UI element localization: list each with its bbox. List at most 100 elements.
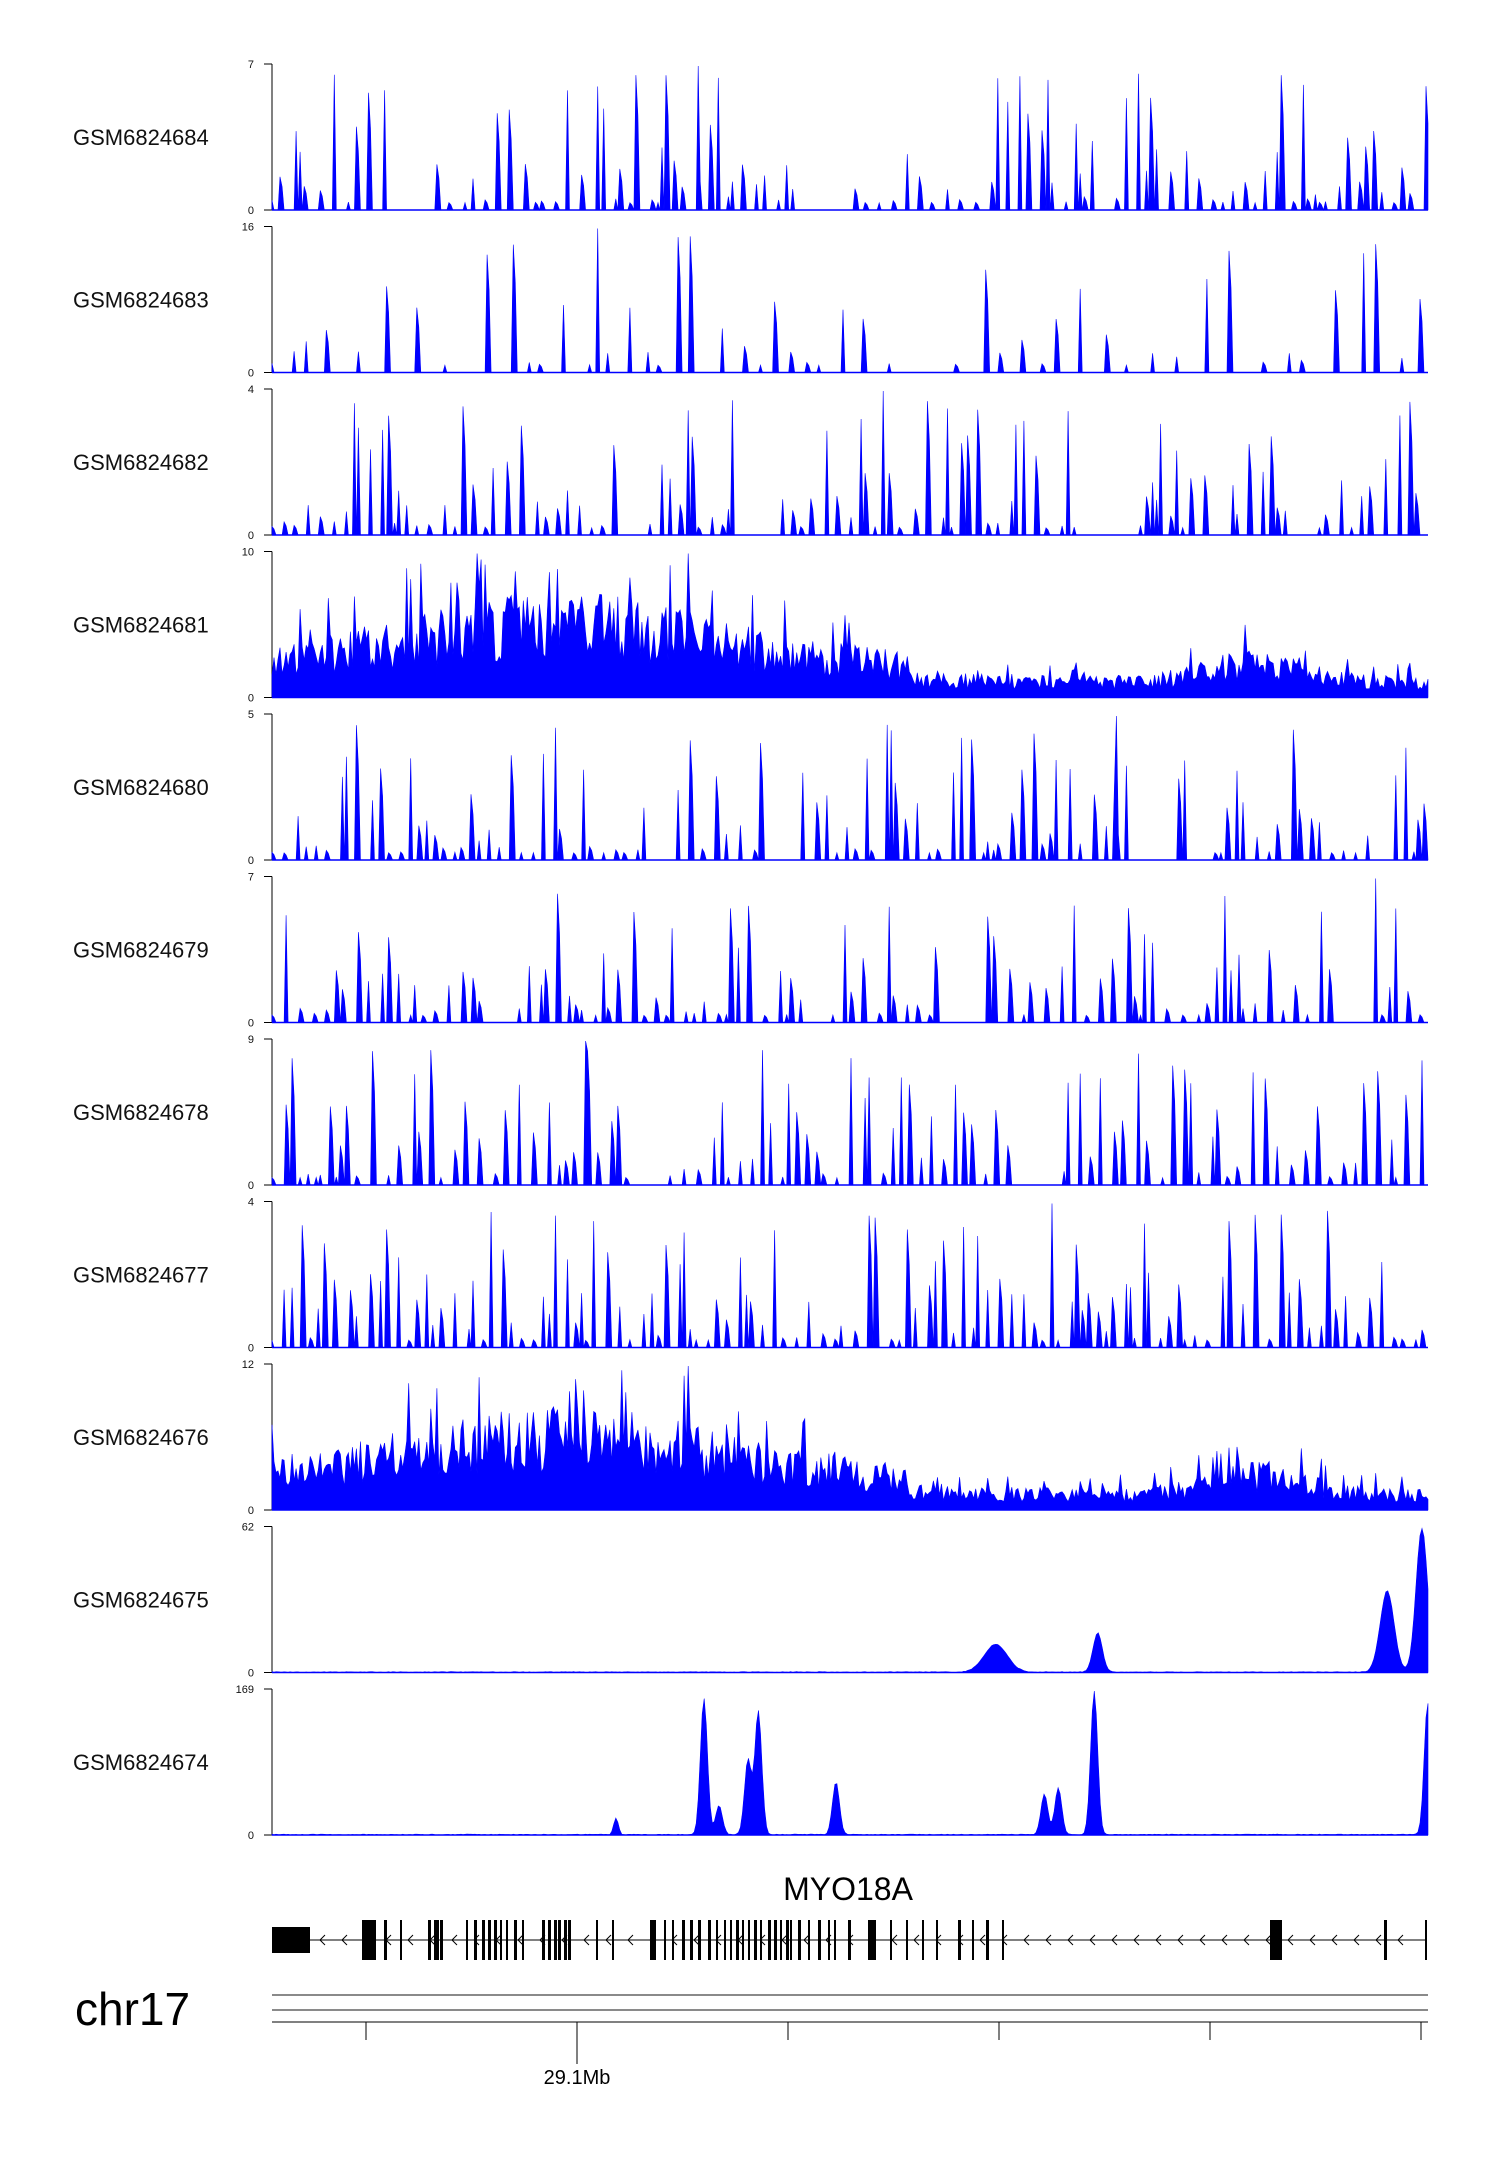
gene-model: MYO18A: [272, 1871, 1427, 1960]
strand-arrow: [1221, 1934, 1228, 1946]
strand-arrow: [1397, 1934, 1404, 1946]
track-GSM6824684: GSM6824684 7 0: [73, 59, 1429, 217]
strand-arrow: [517, 1934, 524, 1946]
signal-area: [271, 1690, 1429, 1836]
track-GSM6824675: GSM6824675 62 0: [73, 1522, 1429, 1680]
track-GSM6824676: GSM6824676 12 0: [73, 1359, 1429, 1517]
exon: [522, 1920, 524, 1960]
track-label: GSM6824679: [73, 938, 209, 963]
strand-arrow: [693, 1934, 700, 1946]
track-label: GSM6824674: [73, 1750, 209, 1775]
chromosome-axis: chr17 29.1Mb: [75, 1983, 1428, 2089]
exon: [754, 1920, 757, 1960]
exon: [554, 1920, 557, 1960]
y-max-label: 7: [248, 872, 254, 884]
signal-area: [271, 65, 1429, 212]
y-max-label: 10: [242, 547, 254, 559]
track-GSM6824681: GSM6824681 10 0: [73, 547, 1429, 705]
strand-arrow: [341, 1934, 348, 1946]
signal-area: [271, 390, 1428, 536]
y-min-label: 0: [248, 1505, 254, 1517]
exon: [986, 1920, 989, 1960]
exon: [500, 1920, 502, 1960]
exon: [400, 1920, 402, 1960]
y-min-label: 0: [248, 530, 254, 542]
exon: [612, 1920, 614, 1960]
exon: [786, 1920, 789, 1960]
exon: [780, 1920, 782, 1960]
exon: [724, 1920, 726, 1960]
y-max-label: 4: [248, 384, 254, 396]
exon: [922, 1920, 924, 1960]
strand-arrow: [627, 1934, 634, 1946]
strand-arrow: [1045, 1934, 1052, 1946]
x-tick-label: 29.1Mb: [544, 2067, 611, 2089]
signal-area: [271, 1365, 1429, 1511]
exon: [790, 1920, 792, 1960]
exon: [482, 1920, 485, 1960]
exon: [708, 1920, 711, 1960]
exon: [672, 1920, 674, 1960]
exon: [494, 1920, 497, 1960]
signal-area: [271, 1040, 1428, 1186]
y-min-label: 0: [248, 1668, 254, 1680]
signal-area: [271, 553, 1429, 698]
track-GSM6824678: GSM6824678 9 0: [73, 1034, 1428, 1192]
y-max-label: 7: [248, 59, 254, 71]
gene-name-label: MYO18A: [783, 1871, 913, 1907]
exon: [730, 1920, 732, 1960]
y-min-label: 0: [248, 368, 254, 380]
y-max-label: 9: [248, 1034, 254, 1046]
chromosome-label: chr17: [75, 1983, 190, 2035]
exon: [506, 1920, 508, 1960]
exon: [488, 1920, 491, 1960]
track-label: GSM6824680: [73, 775, 209, 800]
exon: [774, 1920, 777, 1960]
signal-area: [271, 228, 1428, 373]
exon: [834, 1920, 836, 1960]
y-max-label: 5: [248, 709, 254, 721]
exon: [736, 1920, 739, 1960]
exon: [828, 1920, 830, 1960]
exon: [890, 1920, 892, 1960]
exon: [742, 1920, 744, 1960]
exon: [440, 1920, 443, 1960]
strand-arrow: [1309, 1934, 1316, 1946]
track-label: GSM6824678: [73, 1100, 209, 1125]
track-GSM6824683: GSM6824683 16 0: [73, 222, 1428, 380]
track-GSM6824682: GSM6824682 4 0: [73, 384, 1428, 542]
exon: [362, 1920, 376, 1960]
y-min-label: 0: [248, 1018, 254, 1030]
track-GSM6824677: GSM6824677 4 0: [73, 1197, 1428, 1355]
track-label: GSM6824681: [73, 613, 209, 638]
exon: [548, 1920, 551, 1960]
exon: [690, 1920, 693, 1960]
exon: [1270, 1920, 1282, 1960]
strand-arrow: [583, 1934, 590, 1946]
exon: [808, 1920, 810, 1960]
track-GSM6824679: GSM6824679 7 0: [73, 872, 1428, 1030]
strand-arrow: [979, 1934, 986, 1946]
exon: [972, 1920, 974, 1960]
track-label: GSM6824675: [73, 1588, 209, 1613]
track-label: GSM6824682: [73, 450, 209, 475]
strand-arrow: [1111, 1934, 1118, 1946]
strand-arrow: [1023, 1934, 1030, 1946]
strand-arrow: [451, 1934, 458, 1946]
strand-arrow: [1089, 1934, 1096, 1946]
y-min-label: 0: [248, 1830, 254, 1842]
exon: [768, 1920, 771, 1960]
exon: [542, 1920, 545, 1960]
exon: [514, 1920, 517, 1960]
y-max-label: 62: [242, 1522, 254, 1534]
exon: [568, 1920, 571, 1960]
strand-arrow: [319, 1934, 326, 1946]
exon-utr: [272, 1927, 310, 1953]
exon: [1425, 1920, 1427, 1960]
exon: [716, 1920, 718, 1960]
strand-arrow: [1133, 1934, 1140, 1946]
exon: [466, 1920, 468, 1960]
y-min-label: 0: [248, 1180, 254, 1192]
signal-area: [271, 1527, 1429, 1673]
